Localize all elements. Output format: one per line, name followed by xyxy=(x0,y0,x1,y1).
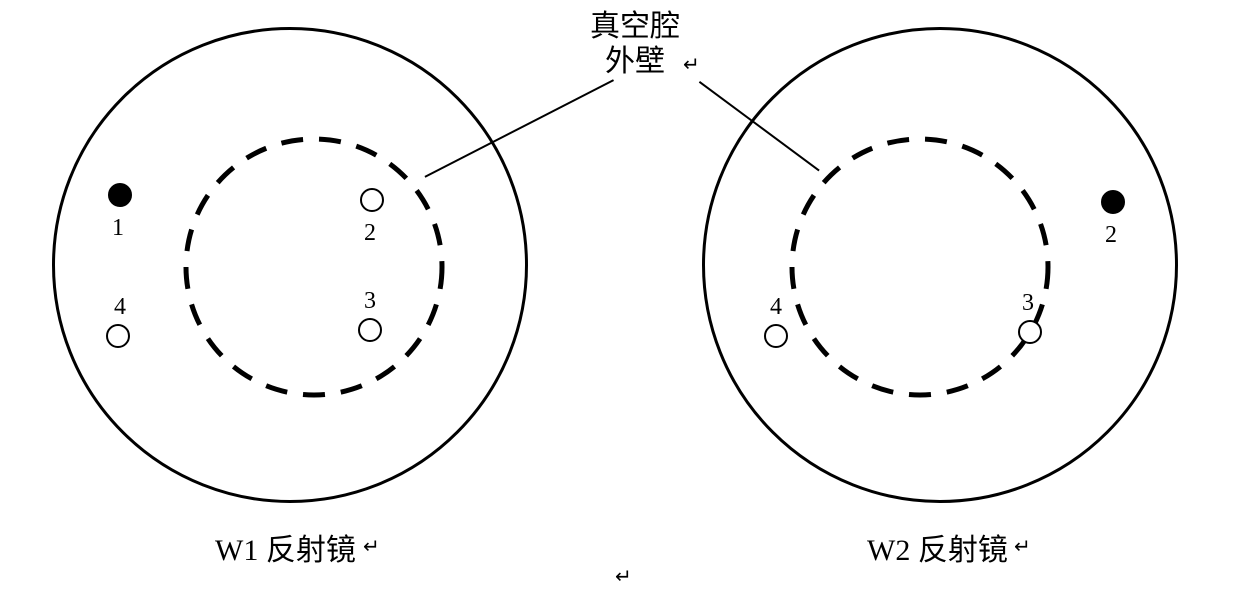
w1-dot-2-label: 2 xyxy=(364,220,376,247)
w1-dot-1 xyxy=(108,183,132,207)
annotation-label: 真空腔 外壁 xyxy=(590,10,680,79)
w2-dot-2-label: 2 xyxy=(1105,222,1117,249)
w2-dot-2 xyxy=(1101,190,1125,214)
diagram-stage: 1 2 3 4 W1 反射镜 ↵ 2 3 4 W2 反射镜 ↵ 真空腔 外壁 ↵… xyxy=(0,0,1240,585)
w1-inner-circle xyxy=(181,134,447,400)
annotation-return-mark: ↵ xyxy=(683,52,700,77)
w1-dot-3 xyxy=(358,318,382,342)
w1-caption: W1 反射镜 xyxy=(215,525,356,569)
w2-inner-circle xyxy=(787,134,1053,400)
w1-dot-2 xyxy=(360,188,384,212)
bottom-return-mark: ↵ xyxy=(615,564,632,589)
annotation-line1: 真空腔 xyxy=(590,10,680,43)
w1-return-mark: ↵ xyxy=(363,534,380,559)
w2-caption: W2 反射镜 xyxy=(867,525,1008,569)
w2-dot-3-label: 3 xyxy=(1022,290,1034,317)
w2-dot-4-label: 4 xyxy=(770,294,782,321)
w1-dot-4-label: 4 xyxy=(114,294,126,321)
w1-dot-1-label: 1 xyxy=(112,215,124,242)
w2-dot-4 xyxy=(764,324,788,348)
w1-dot-3-label: 3 xyxy=(364,288,376,315)
w2-dot-3 xyxy=(1018,320,1042,344)
w2-return-mark: ↵ xyxy=(1014,534,1031,559)
annotation-line2: 外壁 xyxy=(605,45,665,78)
w1-dot-4 xyxy=(106,324,130,348)
